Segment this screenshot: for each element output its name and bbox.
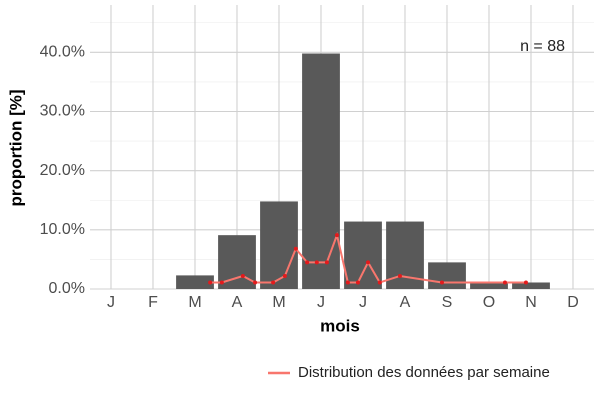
y-tick-label: 30.0% (40, 103, 85, 120)
point (366, 260, 371, 265)
bar (428, 262, 466, 289)
y-axis-title: proportion [%] (6, 89, 25, 206)
bar (176, 275, 214, 289)
point (334, 233, 339, 238)
point (324, 260, 329, 265)
point (523, 280, 528, 285)
plot-area (90, 5, 594, 290)
x-tick-label: O (483, 294, 495, 311)
y-tick-label: 40.0% (40, 44, 85, 61)
x-tick-label: M (272, 294, 285, 311)
point (240, 273, 245, 278)
bar (302, 53, 340, 290)
point (439, 280, 444, 285)
point (253, 280, 258, 285)
y-tick-label: 0.0% (49, 280, 85, 297)
x-tick-label: M (188, 294, 201, 311)
bar (260, 201, 298, 289)
x-tick-label: N (525, 294, 537, 311)
x-tick-label: S (442, 294, 453, 311)
point (305, 260, 310, 265)
point (397, 273, 402, 278)
x-tick-label: A (232, 294, 243, 311)
x-tick-label: A (400, 294, 411, 311)
y-tick-label: 20.0% (40, 162, 85, 179)
point (293, 246, 298, 251)
point (502, 280, 507, 285)
x-tick-label: D (567, 294, 579, 311)
point (345, 280, 350, 285)
point (314, 260, 319, 265)
y-tick-label: 10.0% (40, 221, 85, 238)
point (355, 280, 360, 285)
legend-label: Distribution des données par semaine (298, 364, 550, 381)
bar (470, 282, 508, 289)
x-tick-label: J (359, 294, 367, 311)
bar (512, 282, 550, 289)
x-tick-label: J (107, 294, 115, 311)
x-axis-title: mois (320, 316, 360, 335)
bar (344, 221, 382, 289)
point (219, 280, 224, 285)
point (208, 280, 213, 285)
point (282, 273, 287, 278)
point (271, 280, 276, 285)
x-tick-label: J (317, 294, 325, 311)
point (377, 280, 382, 285)
x-tick-label: F (148, 294, 158, 311)
